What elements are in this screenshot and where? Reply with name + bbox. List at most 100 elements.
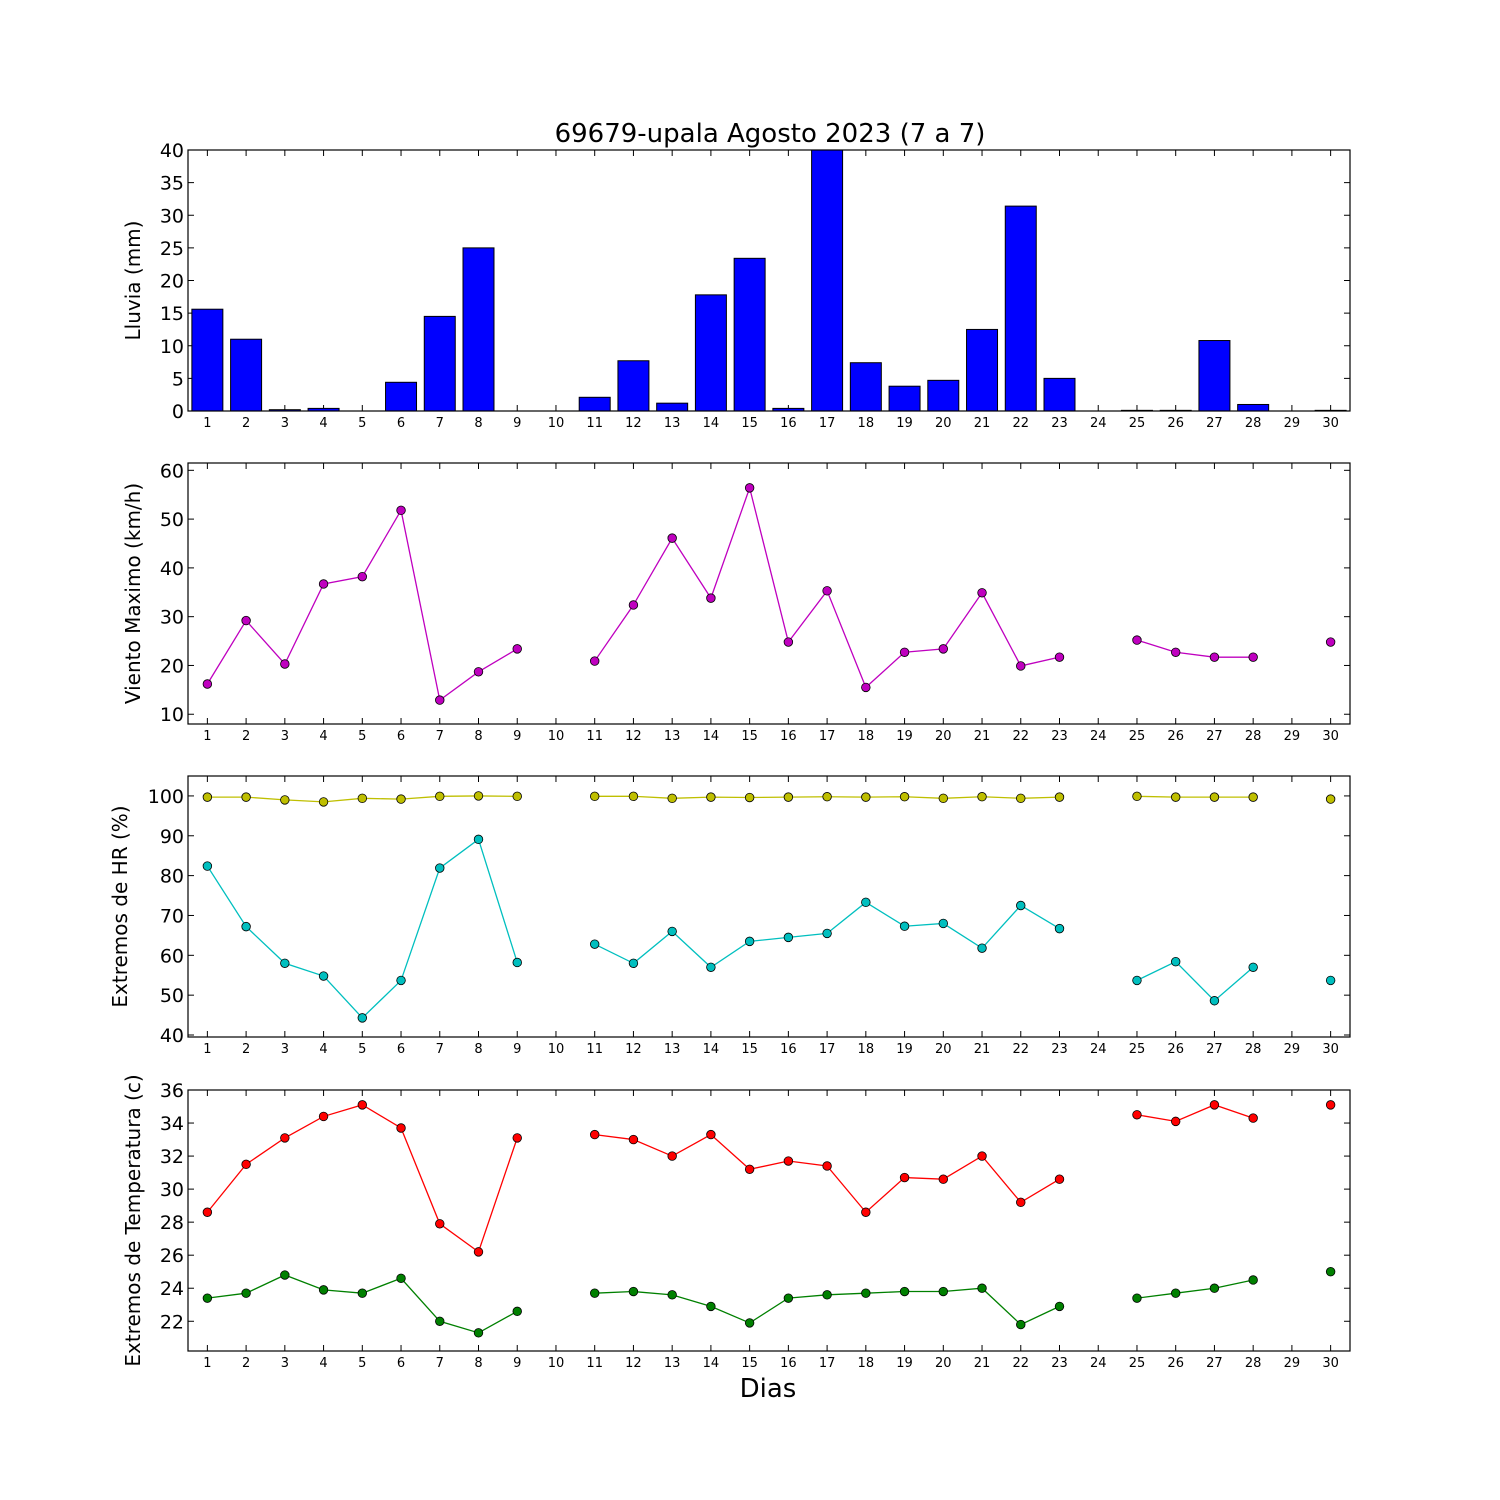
humidity-x-tick-label: 5 [358,1042,366,1057]
temperature-x-tick-label: 22 [1012,1356,1029,1371]
rain-x-tick-label: 22 [1012,416,1029,431]
temperature-y-tick-label: 24 [160,1278,184,1300]
temperature-series-1-point-day-2 [241,1159,251,1170]
wind-x-tick-label: 24 [1090,729,1107,744]
temperature-series-2-point-day-1 [202,1293,213,1303]
temperature-series-2-point-day-20 [938,1286,949,1297]
temperature-x-tick-label: 4 [319,1356,327,1371]
humidity-series-2-line [1136,960,1254,1002]
wind-x-tick-label: 16 [780,729,797,744]
temperature-x-tick-label: 14 [703,1356,720,1371]
humidity-series-2-point-day-13 [667,926,677,937]
humidity-series-1-point-day-17 [822,792,832,802]
wind-series-1-point-day-17 [822,586,832,596]
wind-x-tick-label: 30 [1322,729,1339,744]
temperature-y-tick-label: 26 [160,1245,184,1267]
rain-bar-day-18 [849,362,882,412]
humidity-series-1-point-day-27 [1209,792,1220,802]
wind-series-1-point-day-3 [280,659,290,669]
rain-x-tick-label: 29 [1284,416,1301,431]
temperature-series-2-point-day-8 [473,1328,484,1338]
temperature-series-2-point-day-11 [590,1288,600,1298]
temperature-x-tick-label: 17 [819,1356,836,1371]
temperature-x-tick-label: 19 [896,1356,913,1371]
temperature-series-2-point-day-6 [396,1273,406,1284]
temperature-series-1-point-day-8 [473,1247,484,1257]
wind-x-tick-label: 29 [1284,729,1301,744]
wind-series-1-point-day-11 [590,656,600,666]
humidity-series-1-point-day-19 [899,792,910,802]
wind-series-1-line [1136,639,1254,658]
wind-series-1-point-day-28 [1248,652,1258,662]
wind-x-tick-label: 3 [281,729,289,744]
temperature-series-2-point-day-9 [512,1306,522,1317]
wind-series-1-point-day-6 [396,505,406,516]
humidity-series-2-point-day-23 [1054,923,1065,934]
wind-x-tick-label: 18 [858,729,875,744]
wind-x-tick-label: 13 [664,729,681,744]
humidity-series-2-point-day-14 [706,962,716,972]
temperature-series-2-point-day-14 [706,1301,716,1312]
rain-y-tick-label: 5 [172,368,184,390]
humidity-series-2-point-day-3 [280,958,290,968]
humidity-series-2-point-day-19 [899,921,910,931]
rain-x-tick-label: 2 [242,416,250,431]
humidity-series-1-point-day-23 [1054,792,1065,802]
temperature-series-2-point-day-28 [1248,1275,1258,1285]
temperature-series-2-point-day-4 [318,1285,329,1295]
rain-y-tick-label: 10 [160,336,184,358]
wind-y-tick-label: 30 [160,607,184,629]
temperature-series-2-line [1136,1279,1254,1299]
temperature-series-1-point-day-22 [1016,1197,1026,1208]
temperature-y-tick-label: 32 [160,1146,184,1168]
temperature-series-2-point-day-3 [280,1270,290,1280]
humidity-series-2-point-day-12 [628,958,639,968]
wind-x-tick-label: 28 [1245,729,1262,744]
wind-series-1-point-day-22 [1016,661,1026,671]
wind-series-1-point-day-13 [667,533,677,543]
rain-x-tick-label: 27 [1206,416,1223,431]
wind-x-tick-label: 22 [1012,729,1029,744]
temperature-x-tick-label: 9 [513,1356,521,1371]
humidity-series-1-point-day-9 [512,791,522,802]
temperature-series-2-point-day-5 [357,1288,368,1298]
humidity-series-1-point-day-26 [1170,792,1181,802]
rain-y-tick-label: 0 [172,401,184,423]
rain-bar-day-2 [230,338,263,412]
rain-y-tick-label: 15 [160,303,184,325]
rain-bar-day-23 [1043,377,1076,412]
humidity-series-2-point-day-28 [1248,962,1258,972]
humidity-series-2-point-day-20 [938,918,949,929]
humidity-x-tick-label: 17 [819,1042,836,1057]
humidity-series-2-point-day-11 [590,939,600,949]
rain-bar-day-7 [423,315,456,412]
temperature-series-1-point-day-16 [783,1156,794,1166]
wind-x-tick-label: 25 [1129,729,1146,744]
rain-x-tick-label: 23 [1051,416,1068,431]
humidity-series-2-point-day-2 [241,921,251,932]
rain-x-tick-label: 4 [319,416,327,431]
rain-x-tick-label: 9 [513,416,521,431]
wind-series-1-point-day-12 [628,600,639,610]
wind-y-tick-label: 60 [160,460,184,482]
rain-x-tick-label: 13 [664,416,681,431]
temperature-series-1-point-day-9 [512,1133,522,1143]
temperature-series-2-point-day-2 [241,1288,251,1298]
temperature-series-1-point-day-5 [357,1100,368,1110]
rain-x-tick-label: 25 [1129,416,1146,431]
humidity-x-tick-label: 13 [664,1042,681,1057]
temperature-x-tick-label: 27 [1206,1356,1223,1371]
humidity-x-tick-label: 3 [281,1042,289,1057]
wind-y-tick-label: 40 [160,558,184,580]
humidity-series-2-point-day-5 [357,1013,368,1023]
rain-bar-day-28 [1237,403,1270,412]
temperature-x-tick-label: 8 [474,1356,482,1371]
humidity-x-tick-label: 27 [1206,1042,1223,1057]
rain-x-tick-label: 3 [281,416,289,431]
wind-x-tick-label: 6 [397,729,405,744]
humidity-x-tick-label: 24 [1090,1042,1107,1057]
wind-series-1-point-day-21 [977,588,987,598]
wind-series-1-point-day-5 [357,571,368,582]
